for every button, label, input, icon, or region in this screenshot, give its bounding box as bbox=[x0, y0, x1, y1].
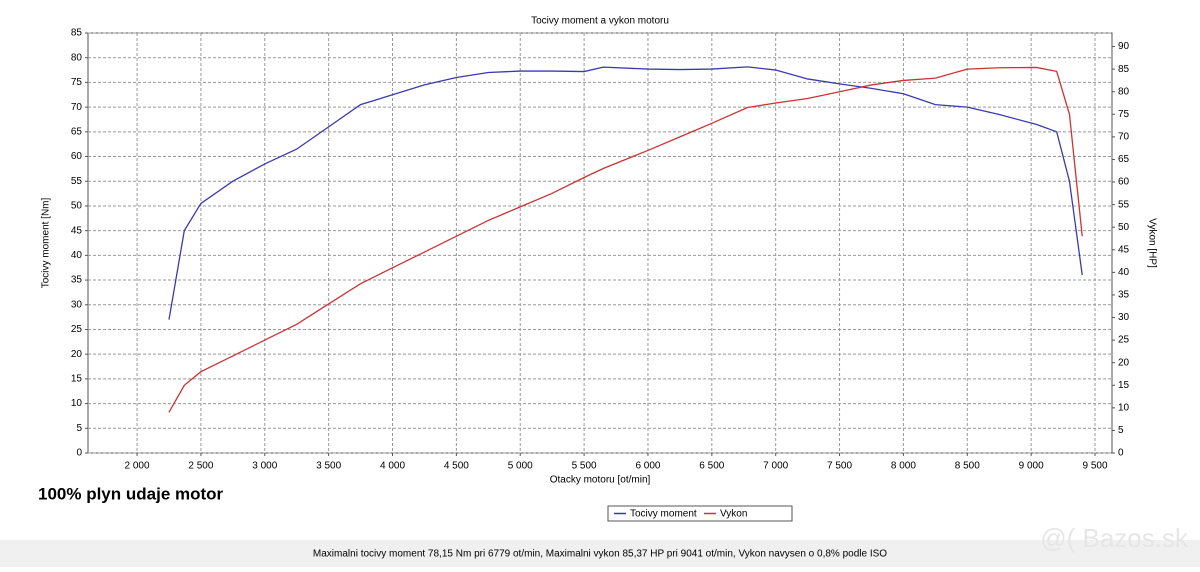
x-tick-label: 9 500 bbox=[1082, 461, 1107, 472]
x-tick-label: 7 500 bbox=[827, 461, 852, 472]
footer: Maximalni tocivy moment 78,15 Nm pri 677… bbox=[313, 549, 887, 560]
y-tick-label: 5 bbox=[76, 423, 82, 434]
status-bar bbox=[0, 540, 1200, 567]
y-tick-label: 75 bbox=[71, 77, 83, 88]
y-tick-label: 10 bbox=[71, 398, 83, 409]
chart-title: Tocivy moment a vykon motoru bbox=[531, 16, 669, 27]
y-tick-label: 45 bbox=[71, 225, 83, 236]
y2-tick-label: 60 bbox=[1118, 177, 1130, 188]
x-tick-label: 3 500 bbox=[316, 461, 341, 472]
legend-label: Tocivy moment bbox=[630, 509, 697, 520]
x-tick-label: 5 000 bbox=[508, 461, 533, 472]
series-line bbox=[168, 66, 1083, 320]
legend-box bbox=[607, 505, 793, 522]
x-tick-label: 9 000 bbox=[1019, 461, 1044, 472]
x-tick-label: 2 000 bbox=[125, 461, 150, 472]
y2-tick-label: 50 bbox=[1118, 222, 1130, 233]
y2-tick-label: 70 bbox=[1118, 132, 1130, 143]
y-tick-label: 60 bbox=[71, 151, 83, 162]
y2-tick-label: 75 bbox=[1118, 109, 1130, 120]
y2-tick-label: 25 bbox=[1118, 335, 1130, 346]
x-tick-label: 6 500 bbox=[699, 461, 724, 472]
y-tick-label: 15 bbox=[71, 374, 83, 385]
x-tick-label: 5 500 bbox=[572, 461, 597, 472]
y2-tick-label: 5 bbox=[1118, 425, 1124, 436]
watermark: @( Bazos.sk bbox=[1040, 523, 1189, 553]
y2-tick-label: 20 bbox=[1118, 357, 1130, 368]
x-tick-label: 4 500 bbox=[444, 461, 469, 472]
y-tick-label: 40 bbox=[71, 250, 83, 261]
annotation: 100% plyn udaje motor bbox=[38, 484, 224, 503]
x-tick-label: 8 500 bbox=[955, 461, 980, 472]
y-tick-label: 55 bbox=[71, 176, 83, 187]
x-tick-label: 6 000 bbox=[635, 461, 660, 472]
y2-tick-label: 85 bbox=[1118, 64, 1130, 75]
y-tick-label: 65 bbox=[71, 126, 83, 137]
x-tick-label: 7 000 bbox=[763, 461, 788, 472]
y2-tick-label: 30 bbox=[1118, 312, 1130, 323]
y2-tick-label: 80 bbox=[1118, 86, 1130, 97]
y-tick-label: 0 bbox=[76, 448, 82, 459]
y-tick-label: 50 bbox=[71, 201, 83, 212]
x-axis-label: Otacky motoru [ot/min] bbox=[550, 475, 651, 486]
y2-tick-label: 15 bbox=[1118, 380, 1130, 391]
y2-tick-label: 35 bbox=[1118, 290, 1130, 301]
y2-tick-label: 0 bbox=[1118, 448, 1124, 459]
y2-tick-label: 65 bbox=[1118, 154, 1130, 165]
y2-tick-label: 55 bbox=[1118, 199, 1130, 210]
y-tick-label: 70 bbox=[71, 102, 83, 113]
y2-axis-label: Vykon [HP] bbox=[1146, 218, 1157, 268]
x-tick-label: 2 500 bbox=[188, 461, 213, 472]
x-tick-label: 3 000 bbox=[252, 461, 277, 472]
y-tick-label: 35 bbox=[71, 275, 83, 286]
y-tick-label: 85 bbox=[71, 28, 83, 39]
x-tick-label: 8 000 bbox=[891, 461, 916, 472]
y2-tick-label: 40 bbox=[1118, 267, 1130, 278]
y2-tick-label: 45 bbox=[1118, 244, 1130, 255]
legend-label: Vykon bbox=[720, 509, 747, 520]
x-tick-label: 4 000 bbox=[380, 461, 405, 472]
y2-tick-label: 90 bbox=[1118, 41, 1130, 52]
y-tick-label: 20 bbox=[71, 349, 83, 360]
y-tick-label: 80 bbox=[71, 52, 83, 63]
y2-tick-label: 10 bbox=[1118, 402, 1130, 413]
y-tick-label: 25 bbox=[71, 324, 83, 335]
series-line bbox=[168, 66, 1083, 413]
plot-area bbox=[87, 32, 1113, 454]
y-tick-label: 30 bbox=[71, 299, 83, 310]
y-axis-label: Tocivy moment [Nm] bbox=[41, 197, 52, 288]
